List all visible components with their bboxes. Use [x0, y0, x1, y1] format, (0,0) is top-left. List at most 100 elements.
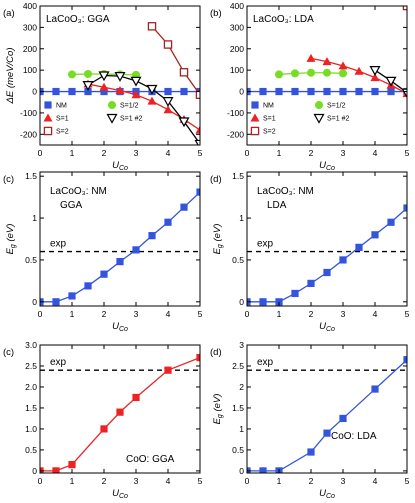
- x-axis-label: UCo: [319, 321, 335, 333]
- x-tick-label: 5: [198, 476, 203, 486]
- y-axis-label-unit: (eV): [5, 224, 16, 245]
- panel-subtitle: GGA: [60, 200, 83, 211]
- x-tick-label: 3: [134, 148, 139, 158]
- data-point-gap: [196, 353, 200, 362]
- chart-panel: 0 1 2 3 4 5 -200 -100 0 100 200 300 400 UCo (b) LaCoO₃:…: [210, 1, 410, 172]
- x-tick-label: 2: [309, 476, 314, 486]
- chart-panel: exp 0 1 2 3 4 5 0 0.5 1.0 1.5 2.0 2.5 3.0 UCo (c) CoO: G…: [3, 340, 203, 500]
- y-tick-label: 1: [32, 213, 37, 223]
- legend-marker: [44, 101, 52, 109]
- panel-title: LaCoO₃: LDA: [253, 14, 314, 25]
- x-axis-label-sub: Co: [119, 165, 128, 172]
- x-axis-label-main: U: [319, 160, 326, 171]
- x-axis-label-main: U: [112, 321, 119, 332]
- x-tick-label: 3: [341, 309, 346, 319]
- data-point-gap: [387, 218, 395, 226]
- y-tick-label: 0: [239, 297, 244, 307]
- data-point-gap: [100, 270, 108, 278]
- data-point-s-1-2: [82, 81, 94, 91]
- x-tick-label: 1: [277, 476, 282, 486]
- y-axis-label: Eg (eV): [5, 224, 17, 255]
- data-point-s-1-2: [339, 69, 347, 78]
- panel-subtitle: LDA: [267, 200, 287, 211]
- panel-label: (c): [3, 347, 14, 358]
- data-point-gap: [148, 232, 156, 240]
- plot-area: [40, 22, 200, 145]
- legend-marker: [315, 101, 323, 109]
- x-tick-label: 4: [166, 476, 171, 486]
- panel-label: (a): [3, 8, 15, 19]
- y-axis-label-main: E: [212, 247, 223, 254]
- x-axis-label: UCo: [319, 160, 335, 172]
- data-point-gap: [68, 461, 76, 469]
- x-tick-label: 3: [134, 476, 139, 486]
- data-point-s-1-2: [369, 66, 381, 76]
- data-point-s-1-2: [275, 70, 283, 79]
- data-point-s-1-2: [84, 70, 92, 79]
- data-point-gap: [323, 268, 331, 277]
- data-point-nm: [307, 87, 315, 96]
- data-point-s-1-2: [291, 69, 299, 78]
- y-tick-label: 0: [32, 466, 37, 476]
- data-point-gap: [403, 356, 407, 364]
- data-point-gap: [52, 467, 60, 473]
- data-point-s-1-2: [68, 70, 76, 79]
- data-point-s-1: [131, 90, 141, 99]
- plot-frame: [39, 5, 201, 146]
- series-line-gap: [247, 207, 407, 303]
- data-point-s-2: [179, 68, 189, 77]
- x-tick-label: 5: [198, 148, 203, 158]
- y-axis-label-main: E: [5, 247, 16, 254]
- x-tick-label: 4: [373, 309, 378, 319]
- data-point-gap: [259, 467, 267, 473]
- y-tick-label: 1.5: [232, 171, 244, 181]
- data-point-gap: [68, 292, 76, 300]
- data-point-s-2: [163, 40, 173, 49]
- x-tick-label: 1: [277, 309, 282, 319]
- data-point-nm: [355, 87, 363, 96]
- x-tick-label: 0: [38, 309, 43, 319]
- x-tick-label: 3: [341, 476, 346, 486]
- y-axis-label-unit: (eV): [212, 394, 223, 415]
- data-point-s-1-2: [385, 76, 397, 87]
- x-tick-label: 3: [134, 309, 139, 319]
- y-tick-label: 1.5: [25, 403, 37, 413]
- legend-label: S=2: [263, 129, 276, 136]
- data-point-s-1: [115, 85, 125, 94]
- x-tick-label: 5: [405, 309, 410, 319]
- x-tick-label: 0: [245, 476, 250, 486]
- data-point-s-2: [147, 22, 157, 31]
- y-tick-label: 0: [239, 87, 244, 97]
- legend: NM S=1/2 S=1 S=1 #2 S=2: [43, 101, 142, 136]
- y-tick-label: 2.5: [25, 361, 37, 371]
- data-point-gap: [132, 246, 140, 254]
- x-tick-label: 4: [373, 148, 378, 158]
- data-point-s-1-2: [323, 68, 331, 77]
- y-axis-label: ΔE (meV/Co): [5, 48, 16, 105]
- x-tick-label: 0: [38, 148, 43, 158]
- y-tick-label: -100: [227, 108, 244, 118]
- y-tick-label: 0: [32, 87, 37, 97]
- data-point-nm: [68, 87, 76, 96]
- y-tick-label: 200: [230, 44, 244, 54]
- y-tick-label: 1: [239, 424, 244, 434]
- chart-panel: exp 0 1 2 3 4 5 0 0.5 1 1.5 2 2.5 3 UCo Eg (eV) (d) CoO: …: [210, 340, 410, 500]
- y-tick-label: 1: [239, 213, 244, 223]
- x-tick-label: 2: [102, 309, 107, 319]
- panel-title: LaCoO₃: GGA: [46, 14, 110, 25]
- plot-frame: [39, 344, 201, 474]
- panel-label: (c): [3, 174, 14, 185]
- x-tick-label: 2: [309, 309, 314, 319]
- x-tick-label: 4: [373, 476, 378, 486]
- y-tick-label: 400: [23, 1, 37, 11]
- chart-panel: exp 0 1 2 3 4 5 0 0.5 1 1.5 UCo Eg (eV) (d) LaCoO₃: NM…: [210, 171, 410, 333]
- x-tick-label: 3: [341, 148, 346, 158]
- data-point-gap: [116, 408, 124, 416]
- data-point-gap: [180, 203, 188, 211]
- data-point-nm: [275, 87, 283, 96]
- x-tick-label: 5: [405, 476, 410, 486]
- y-tick-label: 3: [239, 340, 244, 350]
- x-tick-label: 2: [102, 148, 107, 158]
- panel-title: LaCoO₃: NM: [257, 186, 314, 197]
- legend-marker: [43, 113, 53, 122]
